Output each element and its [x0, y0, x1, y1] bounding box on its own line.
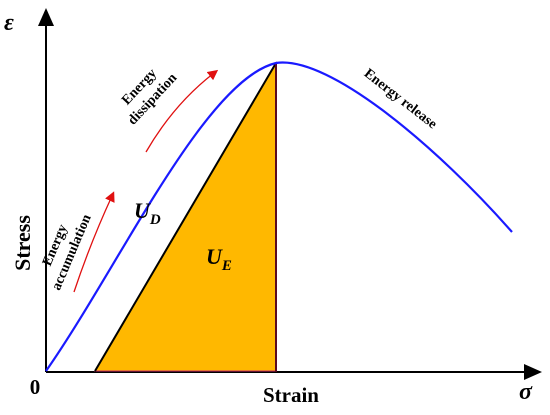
unloading-line	[94, 62, 277, 372]
ud-label: UD	[134, 198, 161, 228]
origin-label: 0	[30, 375, 41, 399]
ud-subscript: D	[149, 212, 161, 228]
energy-dissipation-label: Energy dissipation	[119, 66, 180, 128]
ue-main: U	[206, 244, 223, 269]
ud-main: U	[134, 198, 151, 223]
ue-subscript: E	[221, 258, 232, 274]
stress-strain-curve	[45, 61, 513, 372]
y-axis-symbol: ε	[4, 10, 14, 36]
dissipation-arrow	[145, 69, 219, 153]
energy-accumulation-label: Energy accumulation	[40, 212, 95, 293]
energy-release-label: Energy release	[361, 66, 440, 132]
ue-label: UE	[206, 244, 232, 274]
x-axis-symbol: σ	[519, 379, 533, 405]
y-axis-label: Stress	[10, 215, 35, 271]
accumulation-arrow	[73, 191, 115, 293]
x-axis-label: Strain	[263, 383, 319, 407]
